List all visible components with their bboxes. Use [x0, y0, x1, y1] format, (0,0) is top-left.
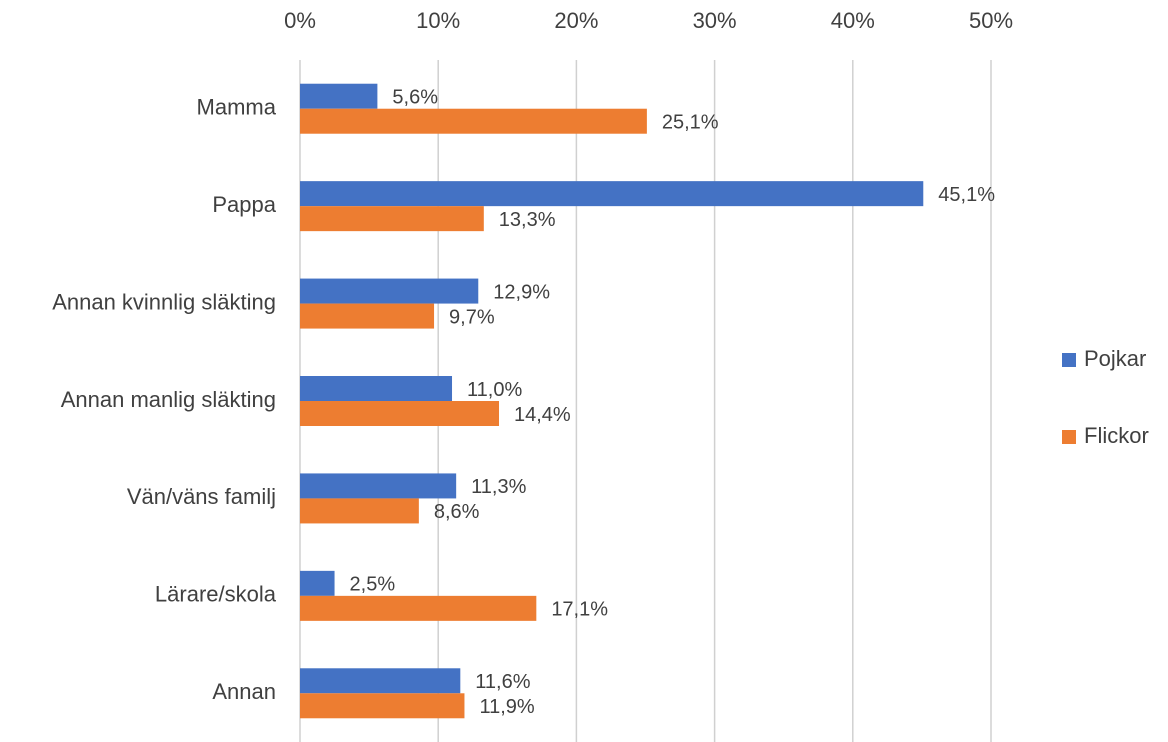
- data-label: 12,9%: [493, 281, 550, 303]
- bar: [300, 595, 537, 621]
- y-tick-label: Annan: [212, 679, 276, 704]
- x-tick-label: 40%: [831, 8, 875, 33]
- y-tick-label: Annan kvinnlig släkting: [52, 289, 276, 314]
- data-label: 14,4%: [514, 404, 571, 426]
- y-tick-label: Annan manlig släkting: [61, 387, 276, 412]
- bar: [300, 376, 453, 401]
- data-label: 9,7%: [449, 306, 495, 328]
- bar: [300, 401, 500, 426]
- data-label: 17,1%: [551, 599, 608, 621]
- bar: [300, 181, 924, 207]
- data-label: 11,3%: [471, 476, 526, 498]
- legend-label: Flickor: [1084, 423, 1149, 448]
- legend-swatch: [1062, 353, 1076, 367]
- x-tick-label: 0%: [284, 8, 316, 33]
- data-label: 11,0%: [467, 379, 522, 401]
- bar: [300, 693, 465, 719]
- data-label: 8,6%: [434, 501, 480, 523]
- bar: [300, 303, 435, 329]
- data-label: 13,3%: [499, 209, 556, 231]
- legend-swatch: [1062, 430, 1076, 444]
- bar: [300, 570, 335, 596]
- legend-label: Pojkar: [1084, 346, 1146, 371]
- x-tick-label: 50%: [969, 8, 1013, 33]
- bar: [300, 108, 647, 134]
- x-tick-label: 10%: [416, 8, 460, 33]
- x-tick-label: 20%: [554, 8, 598, 33]
- bar: [300, 498, 419, 524]
- data-label: 25,1%: [662, 111, 719, 133]
- y-tick-label: Vän/väns familj: [127, 484, 276, 509]
- y-tick-label: Lärare/skola: [155, 582, 277, 607]
- y-tick-label: Mamma: [197, 95, 277, 120]
- bar: [300, 83, 378, 109]
- data-label: 11,9%: [479, 696, 534, 718]
- bar: [300, 668, 461, 694]
- y-tick-label: Pappa: [212, 192, 276, 217]
- data-label: 2,5%: [350, 574, 396, 596]
- data-label: 11,6%: [475, 671, 530, 693]
- data-label: 45,1%: [938, 184, 995, 206]
- bar: [300, 206, 484, 232]
- data-label: 5,6%: [392, 86, 438, 108]
- bar: [300, 473, 457, 499]
- x-tick-label: 30%: [693, 8, 737, 33]
- bar: [300, 278, 479, 304]
